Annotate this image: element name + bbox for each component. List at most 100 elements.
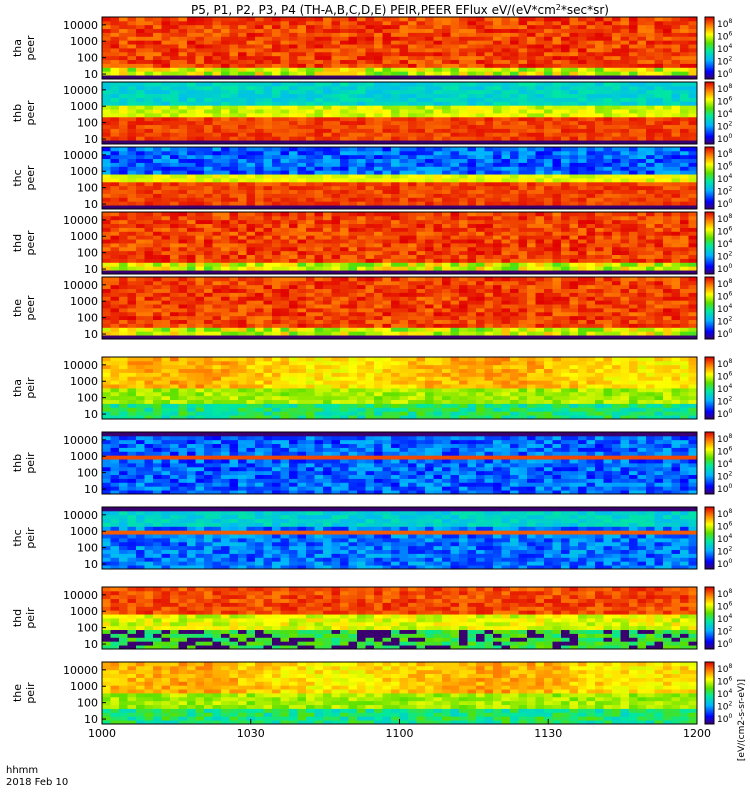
heatmap-cell [187, 116, 196, 122]
heatmap-cell [484, 227, 494, 232]
heatmap-cell [221, 223, 230, 228]
heatmap-cell [561, 48, 570, 53]
heatmap-cell [195, 20, 205, 26]
heatmap-cell [195, 28, 205, 33]
heatmap-cell [331, 323, 341, 328]
heatmap-cell [102, 162, 111, 167]
heatmap-cell [408, 158, 417, 163]
y-tick-label: 100 [77, 247, 98, 260]
heatmap-cell [501, 28, 511, 33]
y-tick-label: 10000 [63, 19, 98, 32]
heatmap-cell [408, 51, 417, 57]
heatmap-cell [450, 335, 460, 340]
heatmap-cell [297, 28, 307, 33]
y-tick-label: 10000 [63, 149, 98, 162]
heatmap-cell [144, 154, 154, 160]
heatmap-cell [144, 327, 154, 332]
heatmap-cell [654, 215, 664, 221]
heatmap-cell [680, 101, 689, 106]
heatmap-cell [484, 36, 494, 41]
heatmap-cell [578, 323, 587, 328]
heatmap-cell [297, 120, 307, 126]
heatmap-cell [595, 181, 604, 187]
heatmap-cell [654, 231, 664, 236]
heatmap-cell [272, 71, 281, 76]
heatmap-cell [195, 82, 205, 87]
heatmap-cell [552, 93, 562, 98]
heatmap-cell [153, 55, 162, 61]
heatmap-cell [272, 24, 281, 30]
heatmap-cell [272, 166, 281, 171]
heatmap-cell [476, 44, 485, 49]
heatmap-cell [578, 212, 587, 217]
heatmap-cell [391, 124, 400, 129]
heatmap-cell [620, 101, 630, 106]
heatmap-cell [365, 227, 375, 232]
heatmap-cell [374, 85, 383, 91]
heatmap-cell [365, 181, 375, 187]
heatmap-cell [484, 24, 494, 30]
heatmap-cell [544, 32, 553, 37]
heatmap-cell [289, 132, 298, 137]
heatmap-cell [204, 109, 213, 114]
heatmap-cell [127, 67, 137, 72]
heatmap-cell [238, 327, 247, 332]
heatmap-cell [612, 48, 621, 53]
heatmap-cell [612, 24, 621, 30]
heatmap-cell [425, 323, 434, 328]
heatmap-cell [493, 162, 502, 167]
heatmap-cell [102, 215, 111, 221]
heatmap-cell [246, 109, 256, 114]
heatmap-cell [433, 193, 443, 198]
heatmap-cell [408, 185, 417, 191]
heatmap-cell [629, 319, 638, 324]
heatmap-cell [323, 55, 332, 61]
heatmap-cell [374, 266, 383, 271]
heatmap-cell [340, 71, 349, 76]
heatmap-cell [459, 36, 468, 41]
heatmap-cell [612, 243, 621, 248]
heatmap-cell [620, 44, 630, 49]
heatmap-cell [493, 101, 502, 106]
heatmap-cell [102, 51, 111, 57]
heatmap-cell [637, 181, 647, 187]
heatmap-cell [569, 105, 579, 110]
heatmap-cell [323, 178, 332, 183]
heatmap-cell [688, 331, 698, 336]
heatmap-cell [637, 250, 647, 256]
heatmap-cell [272, 262, 281, 267]
heatmap-cell [493, 258, 502, 263]
heatmap-cell [340, 174, 349, 179]
heatmap-cell [518, 48, 528, 53]
heatmap-cell [340, 24, 349, 30]
heatmap-cell [348, 17, 358, 22]
heatmap-cell [357, 331, 366, 336]
heatmap-cell [340, 147, 349, 152]
heatmap-cell [272, 212, 281, 217]
heatmap-cell [671, 136, 681, 141]
heatmap-cell [450, 315, 460, 321]
heatmap-cell [484, 75, 494, 80]
heatmap-cell [408, 262, 417, 267]
heatmap-cell [391, 51, 400, 57]
heatmap-cell [569, 262, 579, 267]
heatmap-cell [476, 181, 485, 187]
heatmap-cell [459, 113, 468, 118]
heatmap-cell [204, 154, 213, 160]
heatmap-cell [340, 85, 349, 91]
heatmap-cell [612, 189, 621, 194]
heatmap-cell [374, 32, 383, 37]
heatmap-cell [459, 101, 468, 106]
heatmap-cell [680, 197, 689, 202]
heatmap-cell [382, 185, 392, 191]
heatmap-cell [374, 51, 383, 57]
heatmap-cell [680, 132, 689, 137]
heatmap-cell [263, 32, 273, 37]
heatmap-cell [391, 323, 400, 328]
heatmap-cell [110, 59, 120, 64]
heatmap-cell [365, 85, 375, 91]
heatmap-cell [391, 185, 400, 191]
heatmap-cell [161, 170, 171, 175]
heatmap-cell [229, 158, 239, 163]
